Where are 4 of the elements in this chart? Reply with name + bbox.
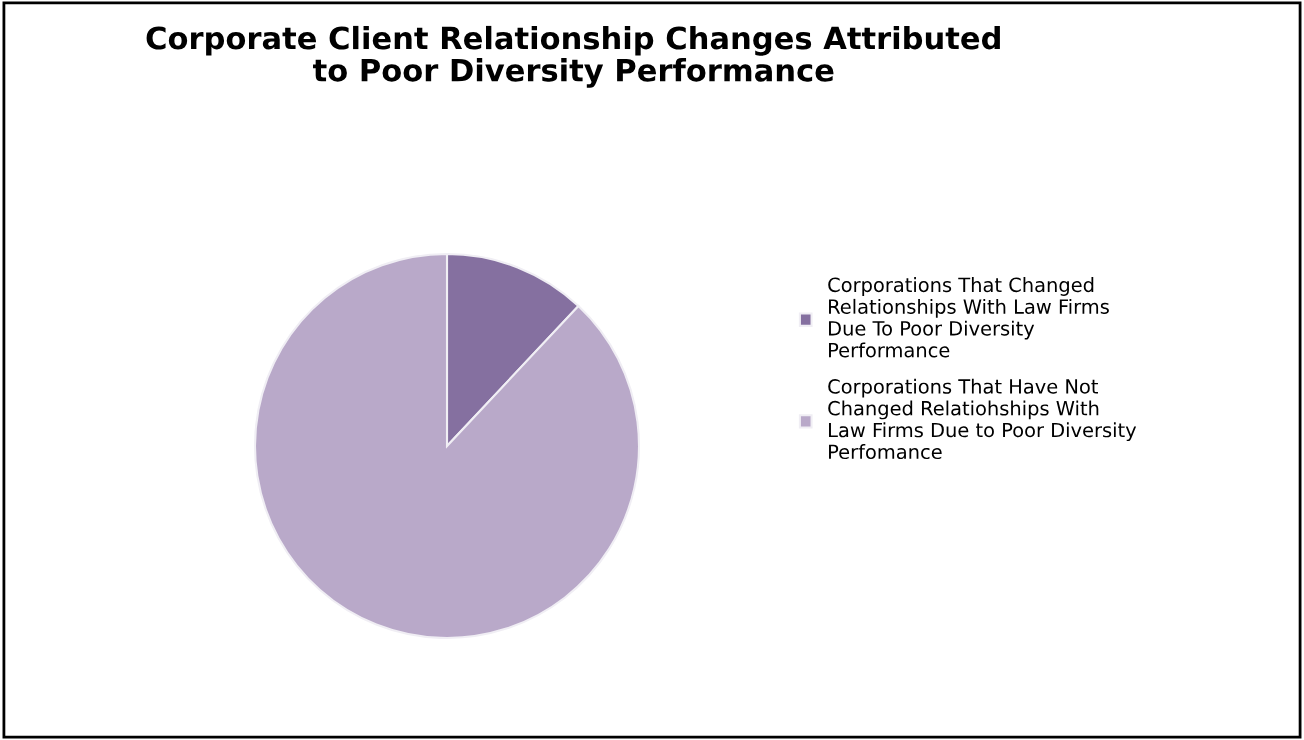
legend-label: Corporations That Changed Relationships With Law Firms Due To Poor Diversity Performance [828, 277, 1109, 358]
legend-label: Corporations That Have Not Changed Relatiohships With Law Firms Due to Poor Diversity Perfomance [828, 378, 1137, 460]
pie-slice [253, 252, 641, 640]
chart-title: Corporate Client Relationship Changes Attributed to Poor Diversity Performance [146, 25, 1000, 88]
